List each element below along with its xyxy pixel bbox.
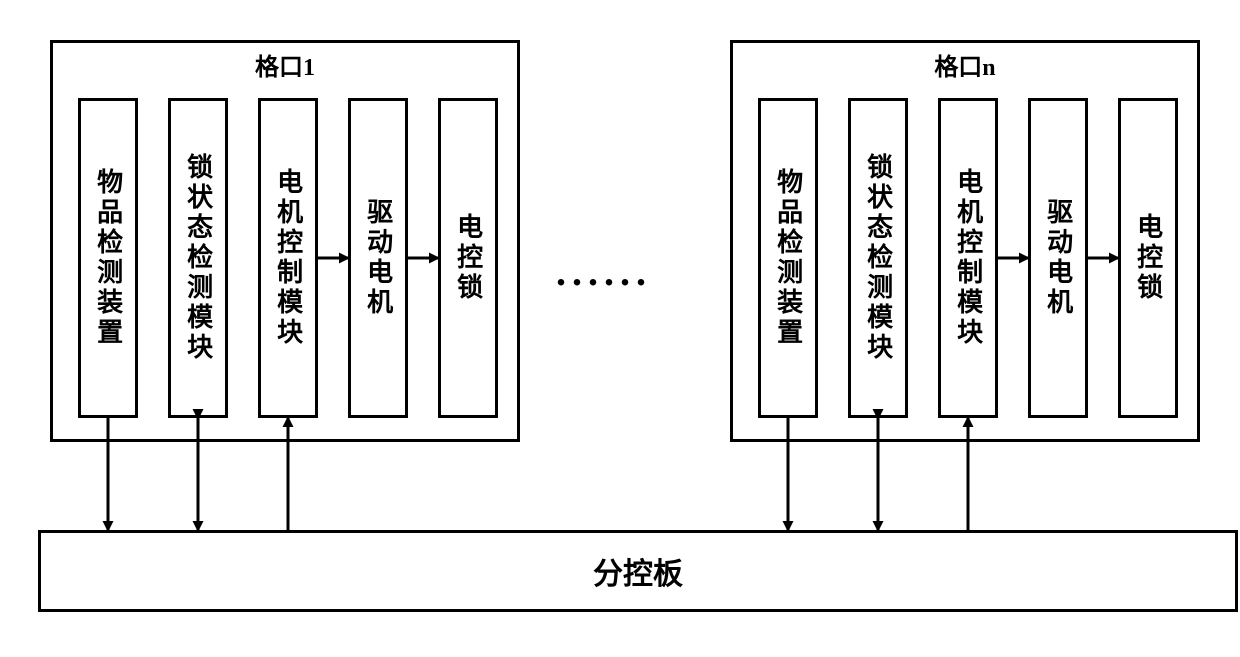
ellipsis-icon: ...... — [556, 248, 652, 295]
module-label: 物品检测装置 — [772, 168, 803, 348]
module-left-drive-motor: 驱动电机 — [348, 98, 408, 418]
module-label: 锁状态检测模块 — [862, 153, 893, 363]
compartment-left-title: 格口1 — [53, 47, 517, 82]
module-label: 电控锁 — [452, 213, 483, 303]
module-right-drive-motor: 驱动电机 — [1028, 98, 1088, 418]
module-left-lock-state: 锁状态检测模块 — [168, 98, 228, 418]
module-right-item-detect: 物品检测装置 — [758, 98, 818, 418]
module-label: 物品检测装置 — [92, 168, 123, 348]
module-left-item-detect: 物品检测装置 — [78, 98, 138, 418]
module-left-motor-ctrl: 电机控制模块 — [258, 98, 318, 418]
module-right-motor-ctrl: 电机控制模块 — [938, 98, 998, 418]
module-left-ec-lock: 电控锁 — [438, 98, 498, 418]
diagram-canvas: 格口1 格口n 物品检测装置 锁状态检测模块 电机控制模块 驱动电机 电控锁 .… — [20, 20, 1240, 637]
module-right-ec-lock: 电控锁 — [1118, 98, 1178, 418]
module-label: 电机控制模块 — [952, 168, 983, 348]
compartment-right-title: 格口n — [733, 47, 1197, 82]
module-label: 锁状态检测模块 — [182, 153, 213, 363]
module-label: 驱动电机 — [1042, 198, 1073, 318]
module-right-lock-state: 锁状态检测模块 — [848, 98, 908, 418]
controller-board: 分控板 — [38, 530, 1238, 612]
controller-label: 分控板 — [593, 549, 683, 593]
module-label: 驱动电机 — [362, 198, 393, 318]
module-label: 电机控制模块 — [272, 168, 303, 348]
module-label: 电控锁 — [1132, 213, 1163, 303]
